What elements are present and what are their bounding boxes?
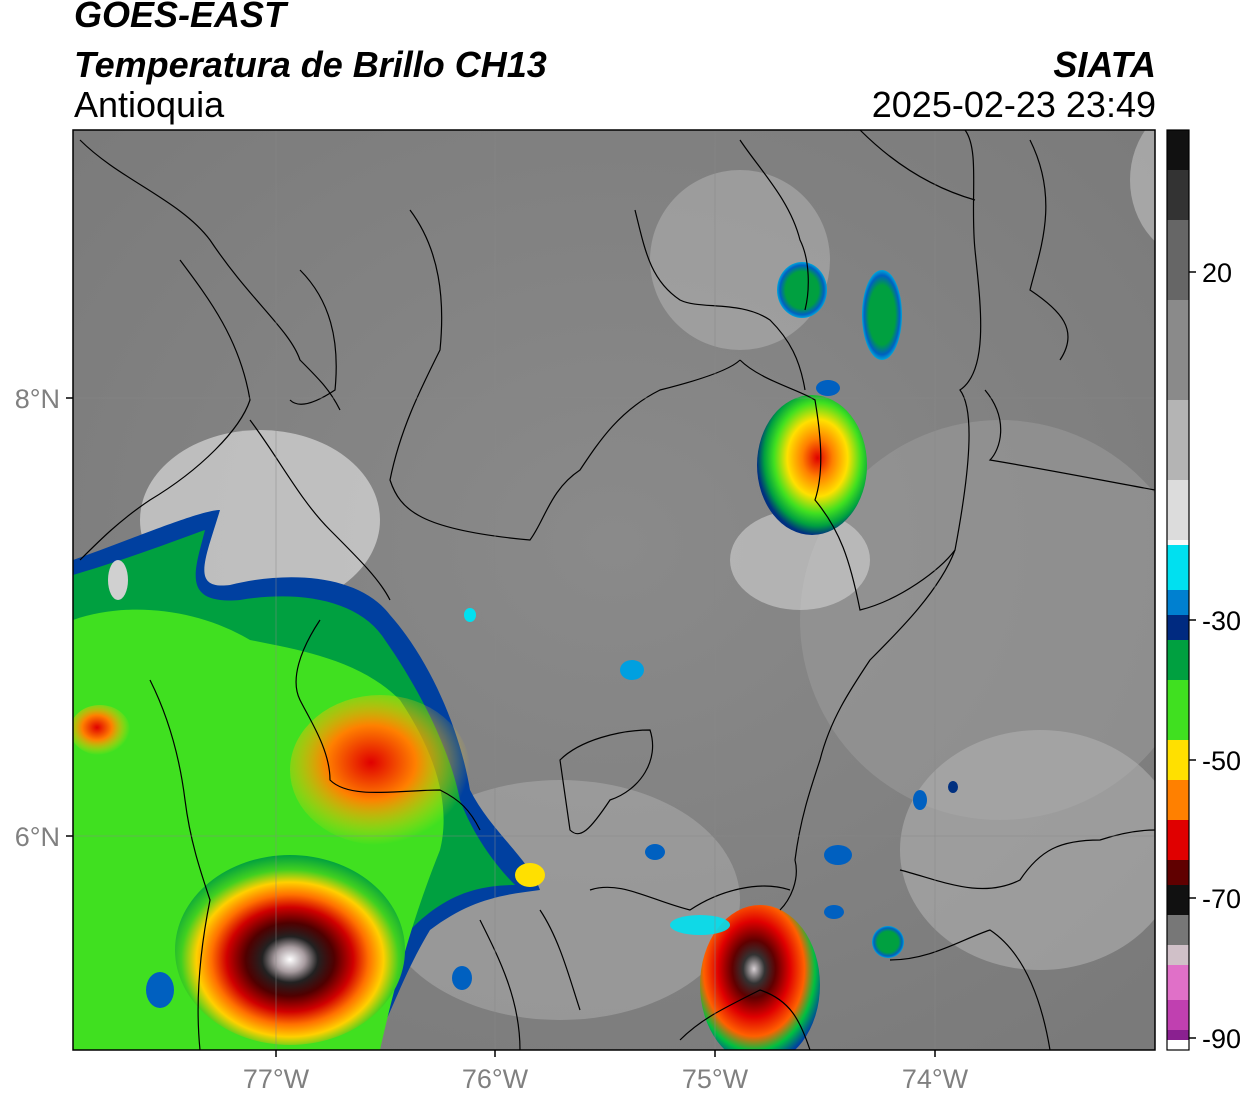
lat-label-8n: 8°N [15,384,60,414]
colorbar-band [1167,170,1189,221]
colorbar-band [1167,780,1189,821]
colorbar-band [1167,885,1189,916]
colorbar-band [1167,400,1189,481]
colorbar-label: 20 [1202,258,1232,288]
colorbar-band [1167,130,1189,171]
lon-label-77w: 77°W [243,1064,310,1094]
graticule [73,130,1155,1050]
colorbar-band [1167,220,1189,301]
map-frame [72,129,1156,1051]
borders [79,130,1155,1050]
colorbar-band [1167,1000,1189,1031]
colorbar-band [1167,965,1189,1001]
colorbar-band [1167,820,1189,861]
colorbar-band [1167,680,1189,741]
colorbar-band [1167,915,1189,946]
colorbar-band [1167,590,1189,616]
product-title: Temperatura de Brillo CH13 [74,44,547,85]
map-field [73,130,1155,1050]
colorbar-label: -50 [1202,746,1241,776]
colorbar-band [1167,640,1189,681]
lon-label-74w: 74°W [902,1064,969,1094]
colorbar-band [1167,860,1189,886]
lon-label-75w: 75°W [682,1064,749,1094]
colorbar-band [1167,545,1189,591]
colorbar-band [1167,300,1189,401]
colorbar-band [1167,1040,1189,1051]
colorbar-band [1167,740,1189,781]
colorbar-label: -90 [1202,1024,1241,1054]
colorbar-band [1167,1030,1189,1041]
colorbar-label: -70 [1202,884,1241,914]
lon-label-76w: 76°W [462,1064,529,1094]
colorbar-label: -30 [1202,606,1241,636]
colorbar: 20 -30 -50 -70 -90 [1166,129,1241,1054]
colorbar-band [1167,615,1189,641]
colorbar-band [1167,945,1189,966]
source-label: SIATA [1053,44,1156,85]
lat-label-6n: 6°N [15,822,60,852]
colorbar-band [1167,540,1189,546]
region-label: Antioquia [74,84,225,125]
datetime-label: 2025-02-23 23:49 [871,84,1156,125]
colorbar-band [1167,480,1189,541]
satellite-title: GOES-EAST [74,0,287,35]
